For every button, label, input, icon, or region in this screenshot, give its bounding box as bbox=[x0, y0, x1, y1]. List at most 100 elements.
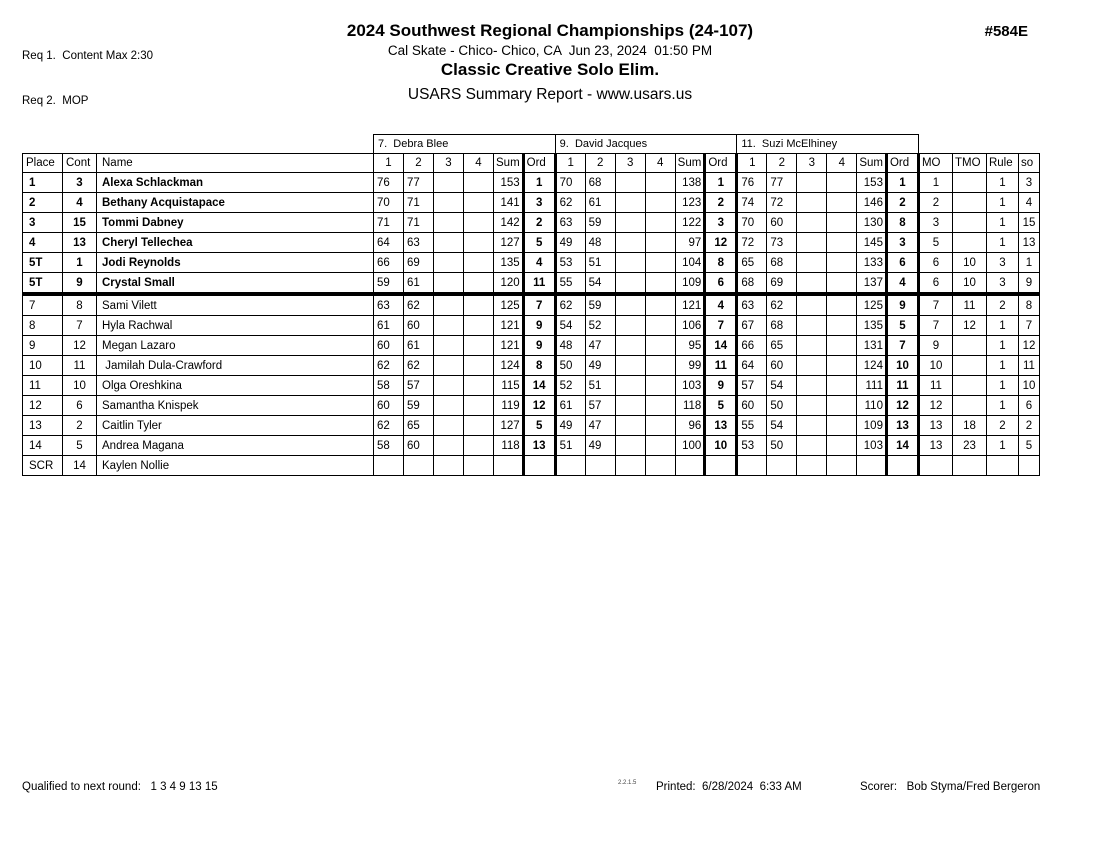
judge2-sum-cell: 121 bbox=[674, 293, 706, 316]
results-body: 1 3 Alexa Schlackman 76 77 153 1 70 68 138 1 76 77 15… bbox=[22, 172, 1040, 476]
judge2-score-cell bbox=[644, 415, 676, 436]
judge2-sum-cell: 122 bbox=[674, 212, 706, 233]
skater-name-cell: Jamilah Dula-Crawford bbox=[96, 355, 374, 376]
judge3-score-cell bbox=[796, 355, 828, 376]
judge2-sum-cell: 96 bbox=[674, 415, 706, 436]
judge3-sum-cell: 131 bbox=[856, 335, 887, 356]
place-cell: 3 bbox=[22, 212, 63, 233]
judge2-score-cell: 49 bbox=[584, 355, 616, 376]
header-cont: Cont bbox=[62, 153, 97, 173]
judge1-score-cell bbox=[463, 172, 494, 193]
judge2-ordinal-cell: 5 bbox=[703, 395, 739, 416]
mo-cell: 6 bbox=[917, 252, 953, 273]
header-judge2-3: 3 bbox=[614, 153, 646, 173]
judge3-score-cell bbox=[796, 232, 828, 253]
result-row: 2 4 Bethany Acquistapace 70 71 141 3 62 61 123 2 74… bbox=[22, 192, 1040, 213]
tmo-cell: 18 bbox=[951, 415, 987, 436]
judge3-score-cell: 72 bbox=[736, 232, 768, 253]
judge2-score-cell bbox=[614, 395, 646, 416]
rule-cell: 1 bbox=[985, 395, 1019, 416]
judge1-score-cell: 63 bbox=[403, 232, 434, 253]
judge1-sum-cell: 141 bbox=[493, 192, 524, 213]
judge1-score-cell: 77 bbox=[403, 172, 434, 193]
skater-name-cell: Sami Vilett bbox=[96, 293, 374, 316]
event-number: #584E bbox=[984, 23, 1028, 40]
judge3-score-cell bbox=[826, 192, 858, 213]
judge3-sum-cell: 111 bbox=[856, 375, 887, 396]
requirement-2: Req 2. MOP bbox=[22, 95, 89, 107]
rule-cell: 1 bbox=[985, 192, 1019, 213]
header-judge3-1: 1 bbox=[736, 153, 768, 173]
judge1-ordinal-cell: 1 bbox=[521, 172, 557, 193]
judge1-ordinal-cell: 5 bbox=[521, 232, 557, 253]
judge2-score-cell: 50 bbox=[554, 355, 586, 376]
header-judge1-2: 2 bbox=[403, 153, 434, 173]
tmo-cell bbox=[951, 355, 987, 376]
judge1-score-cell: 60 bbox=[403, 315, 434, 336]
mo-cell: 5 bbox=[917, 232, 953, 253]
judge3-score-cell bbox=[796, 335, 828, 356]
mo-cell: 13 bbox=[917, 435, 953, 456]
column-header-row: Place Cont Name 1 2 3 4 Sum Ord 1 2 3 4 Sum Ord 1 2 3 4 Sum… bbox=[22, 153, 1040, 173]
judge2-score-cell bbox=[614, 192, 646, 213]
mo-cell: 9 bbox=[917, 335, 953, 356]
so-cell bbox=[1017, 455, 1040, 476]
judge2-score-cell bbox=[614, 375, 646, 396]
judge2-score-cell: 49 bbox=[554, 415, 586, 436]
judge1-ordinal-cell: 2 bbox=[521, 212, 557, 233]
result-row: 5T 9 Crystal Small 59 61 120 11 55 54 109 6 68 69 137… bbox=[22, 272, 1040, 296]
judge3-ordinal-cell: 12 bbox=[884, 395, 920, 416]
judge2-score-cell: 59 bbox=[584, 212, 616, 233]
judge1-score-cell: 76 bbox=[373, 172, 404, 193]
judge1-sum-cell: 127 bbox=[493, 415, 524, 436]
result-row: 11 10 Olga Oreshkina 58 57 115 14 52 51 103 9 57 54 1… bbox=[22, 375, 1040, 396]
judge2-ordinal-cell: 9 bbox=[703, 375, 739, 396]
judge3-score-cell: 53 bbox=[736, 435, 768, 456]
judge1-sum-cell: 121 bbox=[493, 335, 524, 356]
contestant-number-cell: 7 bbox=[62, 315, 97, 336]
place-cell: 1 bbox=[22, 172, 63, 193]
judge3-score-cell: 65 bbox=[766, 335, 798, 356]
judge3-score-cell: 50 bbox=[766, 395, 798, 416]
judge1-score-cell: 59 bbox=[403, 395, 434, 416]
so-cell: 12 bbox=[1017, 335, 1040, 356]
judge3-score-cell bbox=[826, 272, 858, 296]
judge2-score-cell: 61 bbox=[554, 395, 586, 416]
judge1-ordinal-cell: 11 bbox=[521, 272, 557, 296]
judge1-score-cell bbox=[433, 315, 464, 336]
judge3-score-cell bbox=[826, 455, 858, 476]
judge2-score-cell bbox=[614, 315, 646, 336]
judge1-ordinal-cell: 9 bbox=[521, 335, 557, 356]
judge2-score-cell: 49 bbox=[554, 232, 586, 253]
header-judge1-1: 1 bbox=[373, 153, 404, 173]
judge1-ordinal-cell: 12 bbox=[521, 395, 557, 416]
judge3-score-cell bbox=[796, 252, 828, 273]
header-judge1-sum: Sum bbox=[493, 153, 524, 173]
judge3-ordinal-cell: 8 bbox=[884, 212, 920, 233]
skater-name-cell: Bethany Acquistapace bbox=[96, 192, 374, 213]
judge2-score-cell bbox=[644, 315, 676, 336]
judge-header-row: 7. Debra Blee 9. David Jacques 11. Suzi … bbox=[22, 134, 1040, 154]
tmo-cell bbox=[951, 212, 987, 233]
header-judge3-3: 3 bbox=[796, 153, 828, 173]
judge3-score-cell: 50 bbox=[766, 435, 798, 456]
requirement-1: Req 1. Content Max 2:30 bbox=[22, 50, 154, 62]
judge2-score-cell bbox=[614, 455, 646, 476]
tmo-cell bbox=[951, 455, 987, 476]
judge2-ordinal-cell: 8 bbox=[703, 252, 739, 273]
judge3-sum-cell: 153 bbox=[856, 172, 887, 193]
judge2-score-cell bbox=[644, 272, 676, 296]
judge3-ordinal-cell bbox=[884, 455, 920, 476]
header-judge2-ord: Ord bbox=[703, 153, 739, 173]
header-judge2-2: 2 bbox=[584, 153, 616, 173]
rule-cell: 3 bbox=[985, 272, 1019, 296]
qualified-line: Qualified to next round: 1 3 4 9 13 15 bbox=[22, 781, 218, 793]
judge2-score-cell: 57 bbox=[584, 395, 616, 416]
judge-header-spacer-right bbox=[918, 134, 1040, 154]
judge1-score-cell: 63 bbox=[373, 293, 404, 316]
judge1-score-cell bbox=[463, 455, 494, 476]
judge1-score-cell: 61 bbox=[373, 315, 404, 336]
so-cell: 9 bbox=[1017, 272, 1040, 296]
result-row: SCR 14 Kaylen Nollie bbox=[22, 455, 1040, 476]
judge3-sum-cell: 109 bbox=[856, 415, 887, 436]
